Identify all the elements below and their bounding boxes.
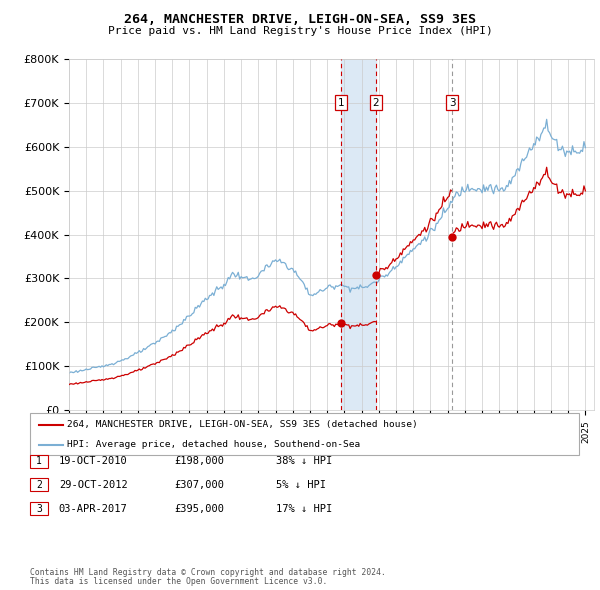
Text: 3: 3 [36, 504, 42, 513]
Text: 5% ↓ HPI: 5% ↓ HPI [276, 480, 326, 490]
Text: Price paid vs. HM Land Registry's House Price Index (HPI): Price paid vs. HM Land Registry's House … [107, 26, 493, 36]
Text: 264, MANCHESTER DRIVE, LEIGH-ON-SEA, SS9 3ES: 264, MANCHESTER DRIVE, LEIGH-ON-SEA, SS9… [124, 13, 476, 26]
Text: 38% ↓ HPI: 38% ↓ HPI [276, 457, 332, 466]
Text: 03-APR-2017: 03-APR-2017 [59, 504, 128, 513]
Text: 29-OCT-2012: 29-OCT-2012 [59, 480, 128, 490]
Text: HPI: Average price, detached house, Southend-on-Sea: HPI: Average price, detached house, Sout… [67, 440, 361, 450]
Text: 2: 2 [36, 480, 42, 490]
Text: 1: 1 [36, 457, 42, 466]
Text: 1: 1 [338, 98, 344, 108]
Text: 2: 2 [373, 98, 379, 108]
Text: £198,000: £198,000 [174, 457, 224, 466]
Text: Contains HM Land Registry data © Crown copyright and database right 2024.: Contains HM Land Registry data © Crown c… [30, 568, 386, 577]
Text: 17% ↓ HPI: 17% ↓ HPI [276, 504, 332, 513]
Bar [341, 59, 376, 410]
Text: 3: 3 [449, 98, 455, 108]
Text: This data is licensed under the Open Government Licence v3.0.: This data is licensed under the Open Gov… [30, 578, 328, 586]
Text: 19-OCT-2010: 19-OCT-2010 [59, 457, 128, 466]
Text: 264, MANCHESTER DRIVE, LEIGH-ON-SEA, SS9 3ES (detached house): 264, MANCHESTER DRIVE, LEIGH-ON-SEA, SS9… [67, 420, 418, 430]
Text: £307,000: £307,000 [174, 480, 224, 490]
Text: £395,000: £395,000 [174, 504, 224, 513]
